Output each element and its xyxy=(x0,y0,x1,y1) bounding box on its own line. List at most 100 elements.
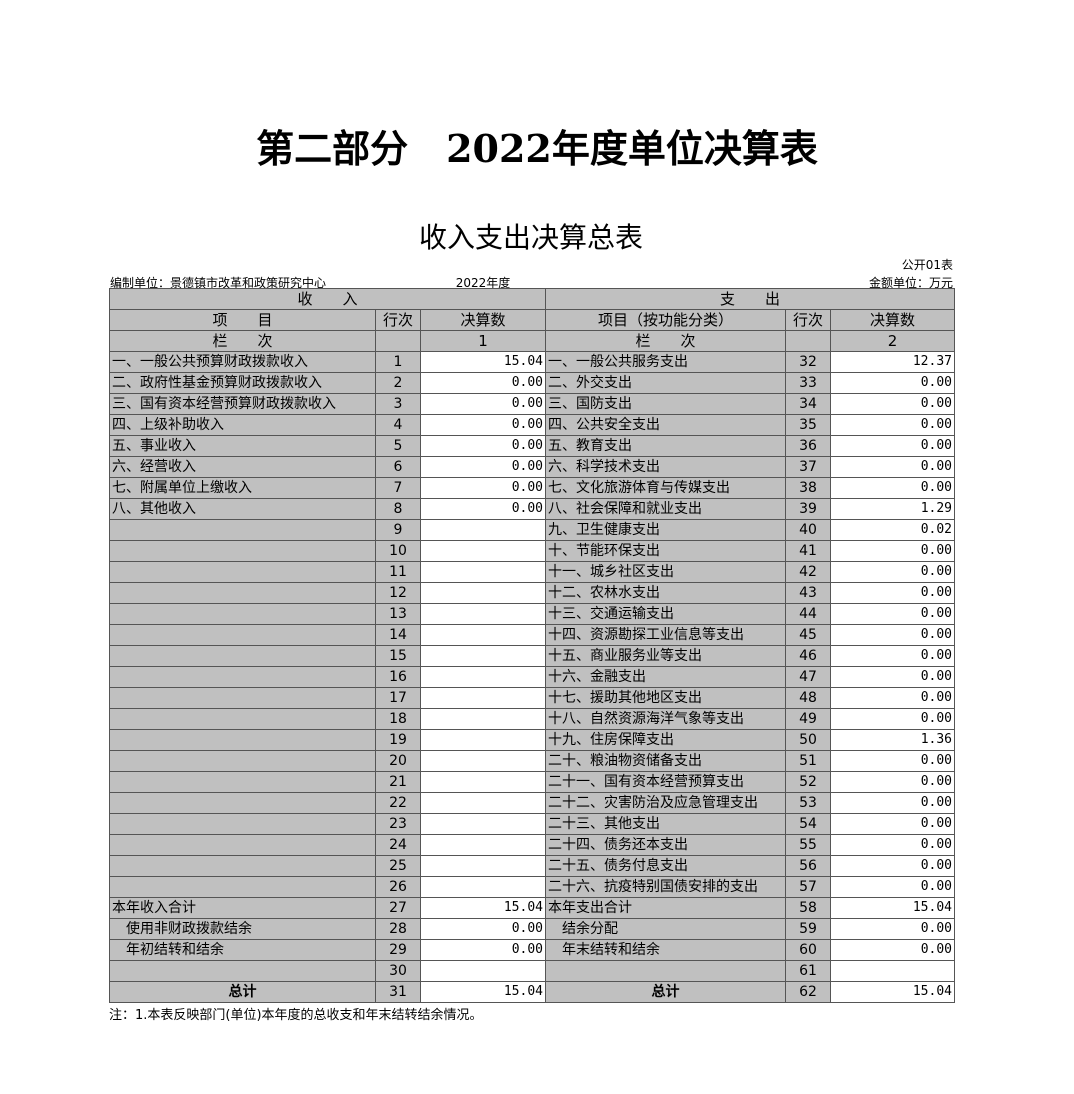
expense-row-no: 57 xyxy=(785,876,831,898)
reporting-unit: 编制单位：景德镇市改革和政策研究中心 xyxy=(110,276,327,290)
footnote: 注：1.本表反映部门(单位)本年度的总收支和年末结转结余情况。 xyxy=(109,1008,483,1023)
expense-item xyxy=(545,960,786,982)
expense-amount: 1.29 xyxy=(830,498,955,520)
income-row-no: 12 xyxy=(375,582,421,604)
income-item xyxy=(109,834,376,856)
income-row-no: 29 xyxy=(375,939,421,961)
expense-amount: 0.00 xyxy=(830,855,955,877)
table-row: 22 二十二、灾害防治及应急管理支出 53 0.00 xyxy=(109,792,955,814)
table-row: 14 十四、资源勘探工业信息等支出 45 0.00 xyxy=(109,624,955,646)
income-item xyxy=(109,729,376,751)
expense-item: 二、外交支出 xyxy=(545,372,786,394)
expense-amount: 0.00 xyxy=(830,435,955,457)
income-row-no: 4 xyxy=(375,414,421,436)
expense-amount: 0.00 xyxy=(830,540,955,562)
income-amount: 15.04 xyxy=(420,351,546,373)
income-amount: 0.00 xyxy=(420,477,546,499)
expense-row-no: 52 xyxy=(785,771,831,793)
income-amount: 0.00 xyxy=(420,939,546,961)
empty-cell xyxy=(785,330,831,352)
expense-row-no: 38 xyxy=(785,477,831,499)
income-row-no: 20 xyxy=(375,750,421,772)
table-row: 20 二十、粮油物资储备支出 51 0.00 xyxy=(109,750,955,772)
expense-row-no: 33 xyxy=(785,372,831,394)
expense-amount: 0.02 xyxy=(830,519,955,541)
expense-row-no: 45 xyxy=(785,624,831,646)
expense-amount: 0.00 xyxy=(830,918,955,940)
expense-item: 二十二、灾害防治及应急管理支出 xyxy=(545,792,786,814)
income-amount: 0.00 xyxy=(420,918,546,940)
income-row-no: 24 xyxy=(375,834,421,856)
income-row-no: 23 xyxy=(375,813,421,835)
income-amount: 15.04 xyxy=(420,981,546,1003)
income-column-label: 栏 次 xyxy=(109,330,376,352)
table-row: 使用非财政拨款结余 28 0.00 结余分配 59 0.00 xyxy=(109,918,955,940)
income-amount xyxy=(420,876,546,898)
expense-amount: 0.00 xyxy=(830,771,955,793)
income-row-no: 25 xyxy=(375,855,421,877)
income-amount xyxy=(420,540,546,562)
income-amount xyxy=(420,834,546,856)
income-amount xyxy=(420,708,546,730)
expense-amount: 0.00 xyxy=(830,708,955,730)
expense-row-no: 44 xyxy=(785,603,831,625)
expense-amount: 15.04 xyxy=(830,981,955,1003)
expense-amount: 12.37 xyxy=(830,351,955,373)
income-item xyxy=(109,624,376,646)
table-row: 9 九、卫生健康支出 40 0.02 xyxy=(109,519,955,541)
expense-item: 十六、金融支出 xyxy=(545,666,786,688)
income-row-no: 27 xyxy=(375,897,421,919)
income-row-no: 17 xyxy=(375,687,421,709)
income-row-no: 3 xyxy=(375,393,421,415)
income-row-no: 28 xyxy=(375,918,421,940)
income-row-no: 21 xyxy=(375,771,421,793)
expense-item: 十四、资源勘探工业信息等支出 xyxy=(545,624,786,646)
expense-row-no: 58 xyxy=(785,897,831,919)
table-row: 四、上级补助收入 4 0.00 四、公共安全支出 35 0.00 xyxy=(109,414,955,436)
table-row: 21 二十一、国有资本经营预算支出 52 0.00 xyxy=(109,771,955,793)
expense-column-number: 2 xyxy=(830,330,955,352)
currency-unit: 金额单位：万元 xyxy=(868,276,953,290)
income-row-no-header: 行次 xyxy=(375,309,421,331)
income-row-no: 9 xyxy=(375,519,421,541)
expense-row-no: 59 xyxy=(785,918,831,940)
expense-item: 九、卫生健康支出 xyxy=(545,519,786,541)
income-amount: 0.00 xyxy=(420,456,546,478)
income-item xyxy=(109,708,376,730)
table-row: 23 二十三、其他支出 54 0.00 xyxy=(109,813,955,835)
expense-amount: 0.00 xyxy=(830,834,955,856)
income-amount: 0.00 xyxy=(420,393,546,415)
income-item: 六、经营收入 xyxy=(109,456,376,478)
table-row: 11 十一、城乡社区支出 42 0.00 xyxy=(109,561,955,583)
expense-amount: 0.00 xyxy=(830,645,955,667)
expense-item: 二十三、其他支出 xyxy=(545,813,786,835)
income-item xyxy=(109,813,376,835)
empty-cell xyxy=(375,330,421,352)
income-item xyxy=(109,645,376,667)
income-item xyxy=(109,603,376,625)
expense-item: 八、社会保障和就业支出 xyxy=(545,498,786,520)
income-item: 三、国有资本经营预算财政拨款收入 xyxy=(109,393,376,415)
income-row-no: 5 xyxy=(375,435,421,457)
expense-amount: 0.00 xyxy=(830,603,955,625)
income-amount: 0.00 xyxy=(420,414,546,436)
income-item: 四、上级补助收入 xyxy=(109,414,376,436)
expense-row-no: 43 xyxy=(785,582,831,604)
expense-item: 十八、自然资源海洋气象等支出 xyxy=(545,708,786,730)
expense-item: 十九、住房保障支出 xyxy=(545,729,786,751)
income-row-no: 22 xyxy=(375,792,421,814)
table-row: 三、国有资本经营预算财政拨款收入 3 0.00 三、国防支出 34 0.00 xyxy=(109,393,955,415)
page-title: 第二部分 2022年度单位决算表 xyxy=(256,126,818,171)
income-row-no: 1 xyxy=(375,351,421,373)
income-row-no: 11 xyxy=(375,561,421,583)
income-item xyxy=(109,582,376,604)
table-row: 25 二十五、债务付息支出 56 0.00 xyxy=(109,855,955,877)
income-item: 总计 xyxy=(109,981,376,1003)
expense-amount-header: 决算数 xyxy=(830,309,955,331)
expense-item: 十五、商业服务业等支出 xyxy=(545,645,786,667)
income-amount xyxy=(420,645,546,667)
expense-row-no: 62 xyxy=(785,981,831,1003)
expense-amount: 0.00 xyxy=(830,456,955,478)
table-row: 本年收入合计 27 15.04 本年支出合计 58 15.04 xyxy=(109,897,955,919)
table-row: 总计 31 15.04 总计 62 15.04 xyxy=(109,981,955,1003)
